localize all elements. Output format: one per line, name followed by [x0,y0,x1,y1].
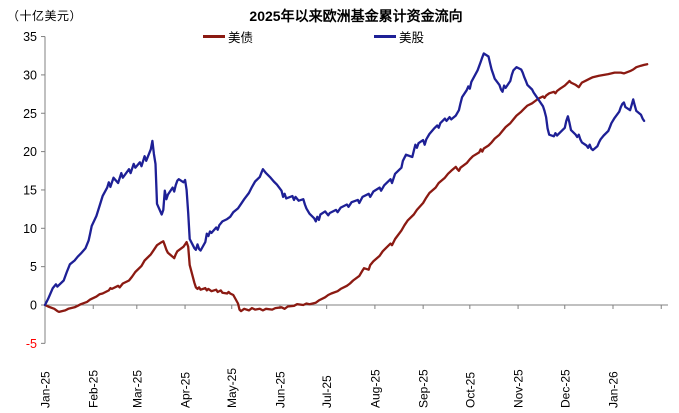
us-bonds-line-swatch [203,35,225,38]
legend-item-us-stocks: 美股 [374,27,424,46]
x-tick-label: Oct-25 [463,372,477,408]
x-tick-label: Mar-25 [130,370,144,408]
us-stocks-line-swatch [374,35,397,38]
x-tick-label: May-25 [225,368,239,408]
y-axis-unit-label: （十亿美元） [7,9,83,23]
x-tick-label: Feb-25 [87,370,101,408]
x-tick-label: Aug-25 [368,369,382,408]
y-tick-label: 5 [30,260,37,274]
x-tick-label: Jan-26 [607,371,621,408]
y-tick-label: 15 [23,183,37,197]
x-tick-label: Jun-25 [273,371,287,408]
x-tick-label: Apr-25 [179,372,193,408]
x-tick-label: Jan-25 [39,371,53,408]
y-tick-label: 10 [23,222,37,236]
chart-title: 2025年以来欧洲基金累计资金流向 [249,8,463,24]
y-tick-label: 0 [30,299,37,313]
legend-item-us-bonds: 美债 [203,27,253,46]
legend-label-us-bonds: 美债 [228,31,254,45]
x-tick-label: Sep-25 [417,369,431,408]
chart-legend: 美债 美股 [203,27,424,46]
y-tick-label: 25 [23,107,37,121]
y-tick-label: 20 [23,145,37,159]
legend-label-us-stocks: 美股 [399,31,425,45]
x-tick-label: Nov-25 [512,369,526,408]
y-tick-label: 35 [23,30,37,44]
y-tick-label: -5 [26,337,37,351]
series-line-us-bonds [43,63,649,314]
y-tick-label: 30 [23,68,37,82]
series-line-us-stocks [43,52,646,307]
x-tick-label: Dec-25 [558,369,572,408]
x-tick-label: Jul-25 [320,375,334,408]
